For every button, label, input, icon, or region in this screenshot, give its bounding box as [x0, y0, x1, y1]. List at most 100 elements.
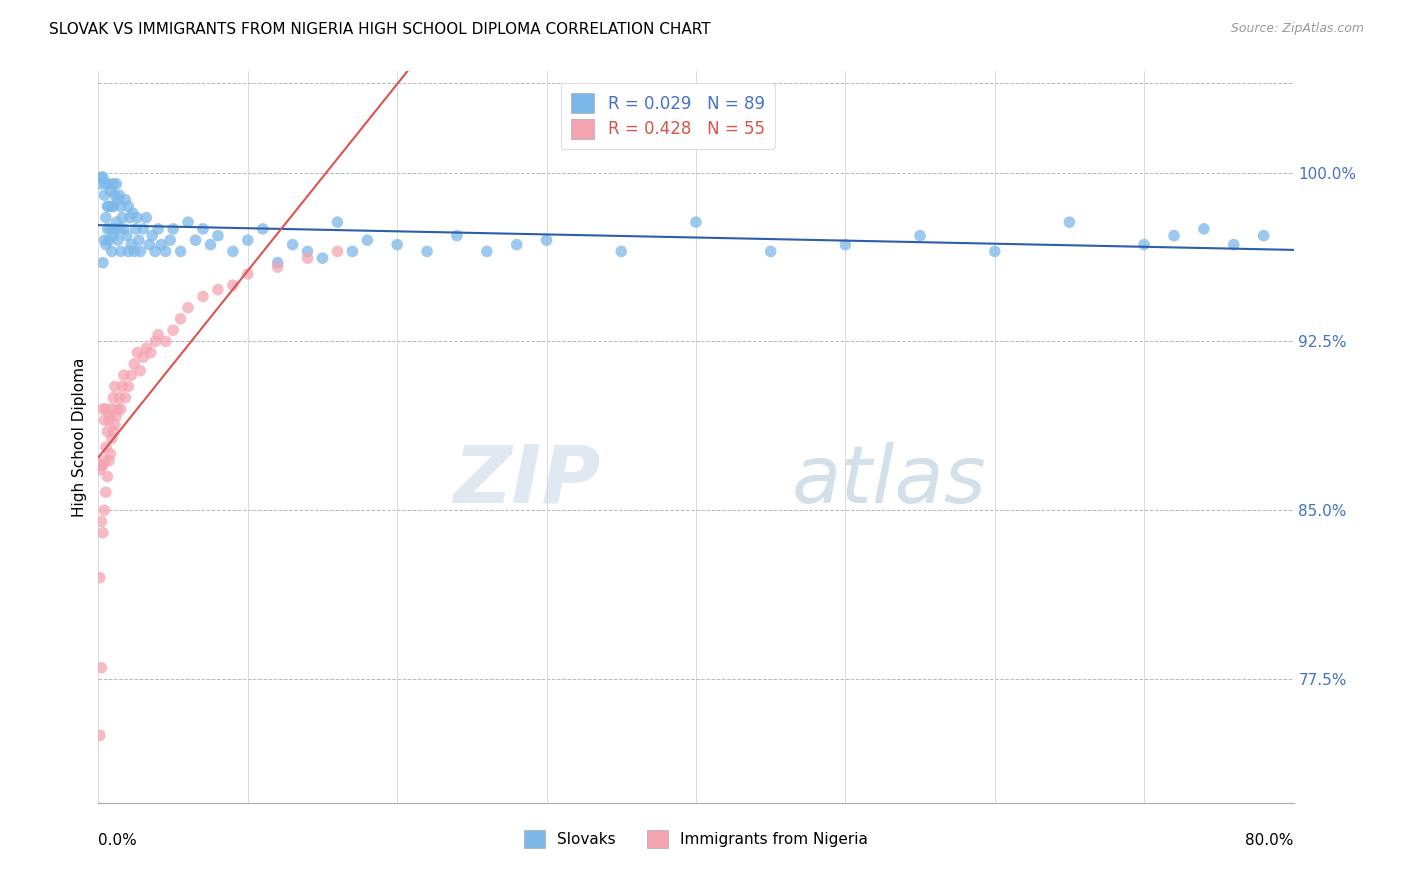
Point — [129, 244, 152, 259]
Point — [416, 244, 439, 259]
Point — [104, 188, 127, 202]
Point — [103, 391, 125, 405]
Point — [93, 503, 115, 517]
Point — [115, 228, 138, 243]
Point — [159, 233, 181, 247]
Point — [135, 341, 157, 355]
Point — [110, 199, 132, 213]
Point — [114, 391, 136, 405]
Point — [97, 233, 120, 247]
Point — [94, 237, 117, 252]
Point — [536, 233, 558, 247]
Point — [207, 283, 229, 297]
Point — [143, 244, 166, 259]
Point — [207, 228, 229, 243]
Point — [120, 237, 142, 252]
Point — [236, 233, 259, 247]
Point — [356, 233, 378, 247]
Point — [103, 199, 125, 213]
Point — [101, 244, 124, 259]
Point — [162, 222, 184, 236]
Point — [267, 255, 290, 269]
Point — [155, 244, 177, 259]
Point — [91, 170, 114, 185]
Point — [475, 244, 498, 259]
Point — [96, 199, 118, 213]
Point — [91, 401, 114, 416]
Text: ZIP: ZIP — [453, 442, 600, 520]
Text: SLOVAK VS IMMIGRANTS FROM NIGERIA HIGH SCHOOL DIPLOMA CORRELATION CHART: SLOVAK VS IMMIGRANTS FROM NIGERIA HIGH S… — [49, 22, 711, 37]
Point — [326, 244, 349, 259]
Point — [98, 222, 122, 236]
Point — [169, 312, 191, 326]
Point — [1223, 237, 1246, 252]
Point — [105, 215, 128, 229]
Point — [759, 244, 782, 259]
Point — [93, 233, 115, 247]
Point — [120, 368, 142, 383]
Point — [91, 525, 114, 540]
Point — [610, 244, 633, 259]
Point — [108, 222, 131, 236]
Point — [908, 228, 931, 243]
Point — [148, 222, 170, 236]
Point — [91, 458, 114, 473]
Point — [1253, 228, 1275, 243]
Point — [96, 222, 118, 236]
Y-axis label: High School Diploma: High School Diploma — [72, 358, 87, 516]
Point — [297, 244, 319, 259]
Point — [112, 222, 135, 236]
Point — [103, 228, 125, 243]
Point — [94, 211, 117, 225]
Point — [267, 260, 290, 275]
Point — [94, 177, 117, 191]
Point — [124, 244, 146, 259]
Point — [297, 251, 319, 265]
Point — [90, 458, 112, 473]
Point — [191, 222, 214, 236]
Point — [104, 417, 127, 432]
Point — [118, 211, 141, 225]
Point — [89, 571, 111, 585]
Point — [96, 425, 118, 439]
Point — [326, 215, 349, 229]
Point — [96, 469, 118, 483]
Point — [111, 211, 134, 225]
Point — [236, 267, 259, 281]
Point — [150, 237, 173, 252]
Point — [90, 661, 112, 675]
Point — [148, 327, 170, 342]
Point — [342, 244, 364, 259]
Point — [169, 244, 191, 259]
Point — [93, 188, 115, 202]
Point — [91, 255, 114, 269]
Point — [114, 193, 136, 207]
Point — [132, 222, 155, 236]
Point — [1133, 237, 1156, 252]
Point — [446, 228, 468, 243]
Point — [97, 199, 120, 213]
Point — [155, 334, 177, 349]
Point — [222, 244, 245, 259]
Point — [162, 323, 184, 337]
Point — [98, 184, 122, 198]
Point — [111, 379, 134, 393]
Point — [107, 233, 129, 247]
Point — [177, 215, 200, 229]
Point — [191, 289, 214, 303]
Point — [107, 193, 129, 207]
Point — [89, 177, 111, 191]
Point — [184, 233, 207, 247]
Text: atlas: atlas — [792, 442, 987, 520]
Point — [117, 244, 139, 259]
Point — [143, 334, 166, 349]
Point — [121, 206, 143, 220]
Point — [128, 233, 150, 247]
Point — [108, 391, 131, 405]
Point — [93, 453, 115, 467]
Point — [132, 350, 155, 364]
Legend: Slovaks, Immigrants from Nigeria: Slovaks, Immigrants from Nigeria — [517, 824, 875, 854]
Point — [103, 425, 125, 439]
Point — [93, 413, 115, 427]
Point — [104, 379, 127, 393]
